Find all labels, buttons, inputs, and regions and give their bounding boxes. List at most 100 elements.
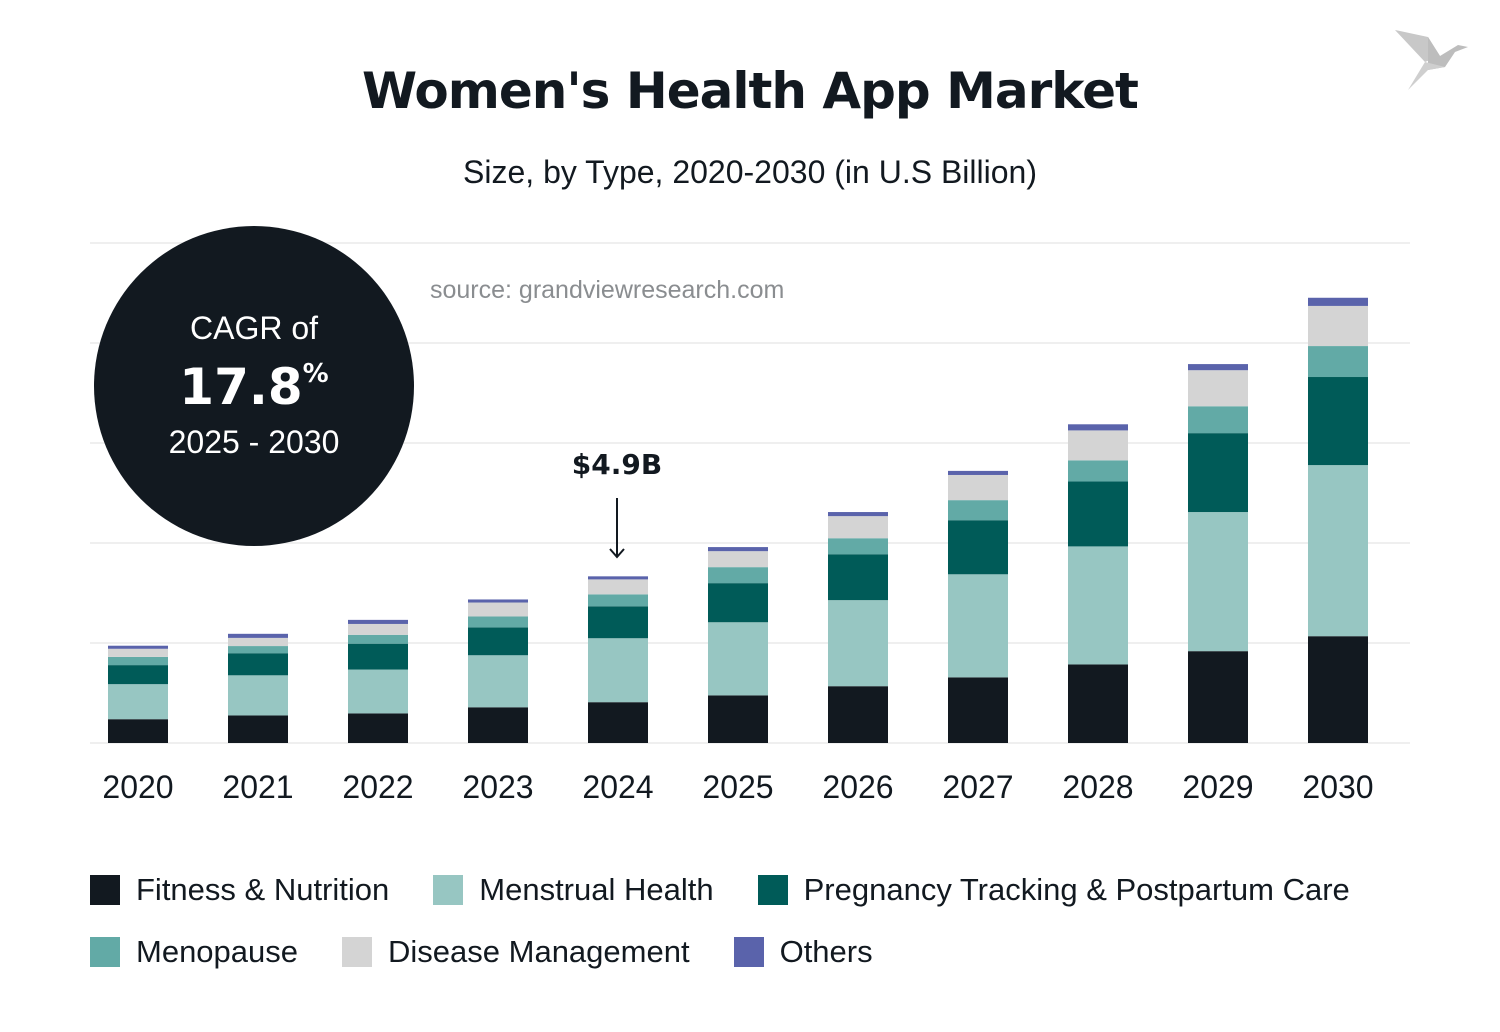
chart-title: Women's Health App Market <box>362 62 1139 120</box>
bar-segment-2020 <box>108 719 168 743</box>
legend-item-menopause: Menopause <box>90 934 298 970</box>
bar-segment-2027 <box>948 574 1008 678</box>
bar-segment-2025 <box>708 622 768 696</box>
legend-item-pregnancy: Pregnancy Tracking & Postpartum Care <box>757 872 1350 908</box>
legend-label: Menopause <box>136 934 299 969</box>
legend-label: Pregnancy Tracking & Postpartum Care <box>803 872 1350 907</box>
bird-logo <box>1395 30 1468 90</box>
bar-segment-2025 <box>708 547 768 552</box>
x-tick-label: 2029 <box>1182 769 1253 805</box>
x-tick-label: 2030 <box>1302 769 1373 805</box>
bar-segment-2023 <box>468 627 528 656</box>
x-tick-label: 2022 <box>342 769 413 805</box>
cagr-unit: % <box>302 359 329 389</box>
cagr-value: 17.8% <box>94 358 414 416</box>
bar-segment-2028 <box>1068 460 1128 482</box>
bar-segment-2022 <box>348 643 408 670</box>
annotation-2024: $4.9B <box>571 448 663 481</box>
bar-segment-2029 <box>1188 651 1248 743</box>
bar-segment-2024 <box>588 606 648 639</box>
bar-segment-2030 <box>1308 465 1368 637</box>
bar-segment-2021 <box>228 633 288 638</box>
bar-segment-2023 <box>468 599 528 603</box>
bar-segment-2026 <box>828 512 888 517</box>
bar-segment-2030 <box>1308 305 1368 347</box>
bar-segment-2025 <box>708 551 768 568</box>
bar-segment-2022 <box>348 669 408 714</box>
bar-segment-2020 <box>108 648 168 657</box>
bar-segment-2023 <box>468 655 528 708</box>
annotation-arrowhead <box>609 548 625 559</box>
legend-swatch <box>90 875 120 905</box>
bar-segment-2029 <box>1188 512 1248 652</box>
bar-segment-2021 <box>228 653 288 676</box>
legend-swatch <box>757 875 788 905</box>
legend-swatch <box>90 937 120 967</box>
bar-segment-2024 <box>588 579 648 595</box>
cagr-badge: CAGR of 17.8% 2025 - 2030 <box>94 226 414 546</box>
bar-segment-2024 <box>588 594 648 607</box>
bar-segment-2021 <box>228 646 288 654</box>
bar-segment-2027 <box>948 470 1008 475</box>
x-tick-label: 2025 <box>702 769 773 805</box>
bar-segment-2021 <box>228 715 288 743</box>
legend-item-disease: Disease Management <box>342 934 690 970</box>
x-tick-label: 2026 <box>822 769 893 805</box>
bar-segment-2022 <box>348 634 408 644</box>
bar-segment-2027 <box>948 520 1008 575</box>
bar-segment-2022 <box>348 713 408 743</box>
legend-item-menstrual: Menstrual Health <box>433 872 714 908</box>
bar-segment-2022 <box>348 623 408 635</box>
bar-segment-2030 <box>1308 297 1368 306</box>
bar-segment-2029 <box>1188 364 1248 371</box>
bar-segment-2020 <box>108 684 168 720</box>
x-tick-label: 2021 <box>222 769 293 805</box>
bar-segment-2028 <box>1068 481 1128 547</box>
bar-segment-2021 <box>228 637 288 647</box>
x-tick-label: 2028 <box>1062 769 1133 805</box>
cagr-number: 17.8 <box>179 358 303 416</box>
bar-segment-2020 <box>108 645 168 649</box>
bar-segment-2025 <box>708 583 768 623</box>
bar-segment-2023 <box>468 616 528 628</box>
bar-segment-2024 <box>588 702 648 743</box>
bar-segment-2030 <box>1308 377 1368 466</box>
bar-segment-2024 <box>588 638 648 703</box>
bar-segment-2028 <box>1068 664 1128 743</box>
x-tick-label: 2024 <box>582 769 653 805</box>
bar-segment-2023 <box>468 602 528 617</box>
x-tick-label: 2027 <box>942 769 1013 805</box>
legend-swatch <box>433 875 464 905</box>
x-tick-label: 2023 <box>462 769 533 805</box>
bar-segment-2029 <box>1188 406 1248 434</box>
bar-segment-2028 <box>1068 430 1128 461</box>
bar-segment-2029 <box>1188 370 1248 407</box>
bar-segment-2026 <box>828 538 888 555</box>
bar-segment-2027 <box>948 500 1008 521</box>
bar-segment-2020 <box>108 656 168 666</box>
bar-segment-2026 <box>828 600 888 687</box>
cagr-label: CAGR of <box>189 310 319 346</box>
legend-swatch <box>342 937 373 967</box>
source-note: source: grandviewresearch.com <box>430 276 785 304</box>
x-tick-label: 2020 <box>102 769 173 805</box>
legend-item-others: Others <box>733 934 873 970</box>
bar-segment-2027 <box>948 677 1008 743</box>
legend-label: Menstrual Health <box>479 872 714 907</box>
bar-segment-2024 <box>588 576 648 580</box>
bar-segment-2030 <box>1308 636 1368 743</box>
bar-segment-2026 <box>828 516 888 539</box>
legend-label: Disease Management <box>388 934 690 969</box>
bar-segment-2022 <box>348 619 408 624</box>
bar-segment-2025 <box>708 695 768 743</box>
bar-segment-2027 <box>948 474 1008 501</box>
bar-segment-2029 <box>1188 433 1248 513</box>
bar-segment-2028 <box>1068 546 1128 665</box>
legend-label: Fitness & Nutrition <box>136 872 390 907</box>
bar-segment-2021 <box>228 675 288 716</box>
bar-segment-2030 <box>1308 346 1368 378</box>
legend-item-fitness: Fitness & Nutrition <box>90 872 389 908</box>
bar-segment-2026 <box>828 554 888 601</box>
legend-swatch <box>733 937 764 967</box>
bar-segment-2026 <box>828 686 888 743</box>
